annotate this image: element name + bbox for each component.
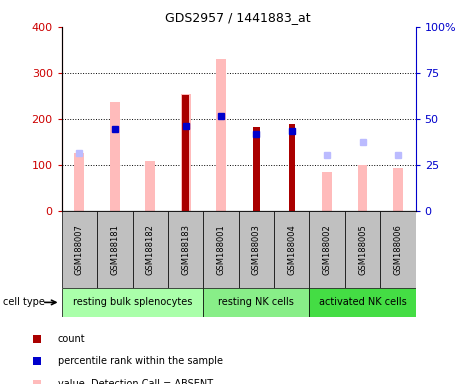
Bar (310, 288, 416, 317)
Bar (110, 101, 120, 211)
Bar (180, 94, 190, 211)
Bar (216, 59, 226, 211)
Text: GSM188005: GSM188005 (358, 224, 367, 275)
Bar (168, 211, 203, 288)
Bar (253, 127, 259, 211)
Text: value, Detection Call = ABSENT: value, Detection Call = ABSENT (58, 379, 213, 384)
Bar (62, 288, 203, 317)
Bar (75, 153, 85, 211)
Bar (289, 124, 295, 211)
Bar (182, 95, 189, 211)
Bar (238, 211, 274, 288)
Bar (145, 161, 155, 211)
Text: GSM188003: GSM188003 (252, 224, 261, 275)
Bar (274, 211, 310, 288)
Text: resting NK cells: resting NK cells (218, 297, 294, 308)
Text: GSM188183: GSM188183 (181, 224, 190, 275)
Bar (62, 211, 97, 288)
Text: percentile rank within the sample: percentile rank within the sample (58, 356, 223, 366)
Bar (358, 165, 368, 211)
Bar (380, 211, 416, 288)
Text: GSM188001: GSM188001 (217, 224, 226, 275)
Text: resting bulk splenocytes: resting bulk splenocytes (73, 297, 192, 308)
Bar (133, 211, 168, 288)
Text: activated NK cells: activated NK cells (319, 297, 407, 308)
Bar (203, 211, 238, 288)
Bar (393, 168, 403, 211)
Bar (97, 211, 133, 288)
Text: GSM188002: GSM188002 (323, 224, 332, 275)
Text: cell type: cell type (3, 297, 45, 308)
Text: GSM188181: GSM188181 (110, 224, 119, 275)
Text: GSM188006: GSM188006 (393, 224, 402, 275)
Text: GSM188182: GSM188182 (146, 224, 155, 275)
Bar (322, 172, 332, 211)
Bar (345, 211, 380, 288)
Bar (310, 211, 345, 288)
Text: GDS2957 / 1441883_at: GDS2957 / 1441883_at (165, 12, 310, 25)
Text: GSM188007: GSM188007 (75, 224, 84, 275)
Text: GSM188004: GSM188004 (287, 224, 296, 275)
Bar (203, 288, 310, 317)
Text: count: count (58, 334, 86, 344)
